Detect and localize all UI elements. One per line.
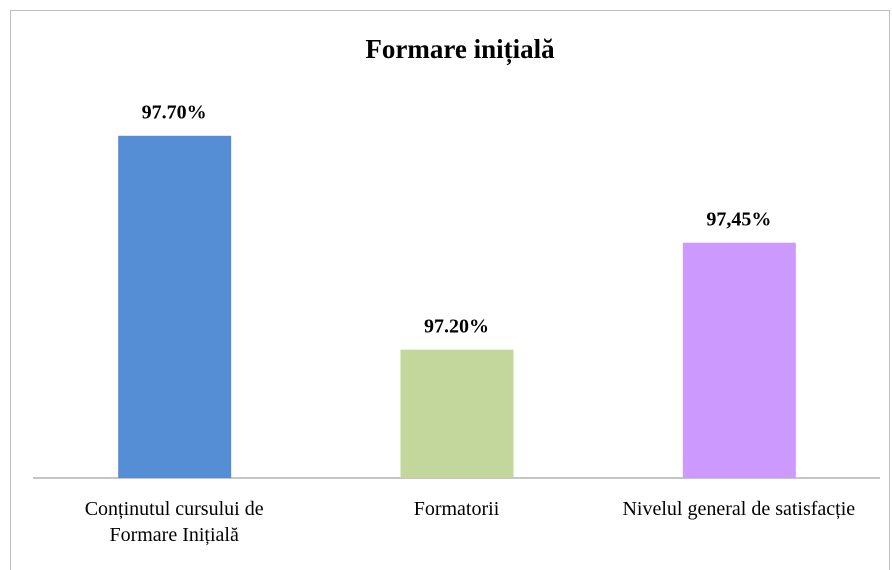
x-tick-label: Conținutul cursului de Formare Inițială	[84, 498, 264, 546]
chart-frame	[10, 10, 890, 570]
chart-title: Formare inițială	[365, 34, 555, 65]
value-label: 97.20%	[424, 315, 489, 337]
x-tick-label: Formatorii	[413, 498, 500, 520]
value-label: 97.70%	[142, 101, 207, 123]
value-label: 97,45%	[706, 208, 771, 230]
bar	[682, 242, 796, 478]
bar	[400, 349, 514, 478]
x-tick-label: Nivelul general de satisfacție	[622, 498, 856, 520]
bar	[118, 135, 232, 478]
